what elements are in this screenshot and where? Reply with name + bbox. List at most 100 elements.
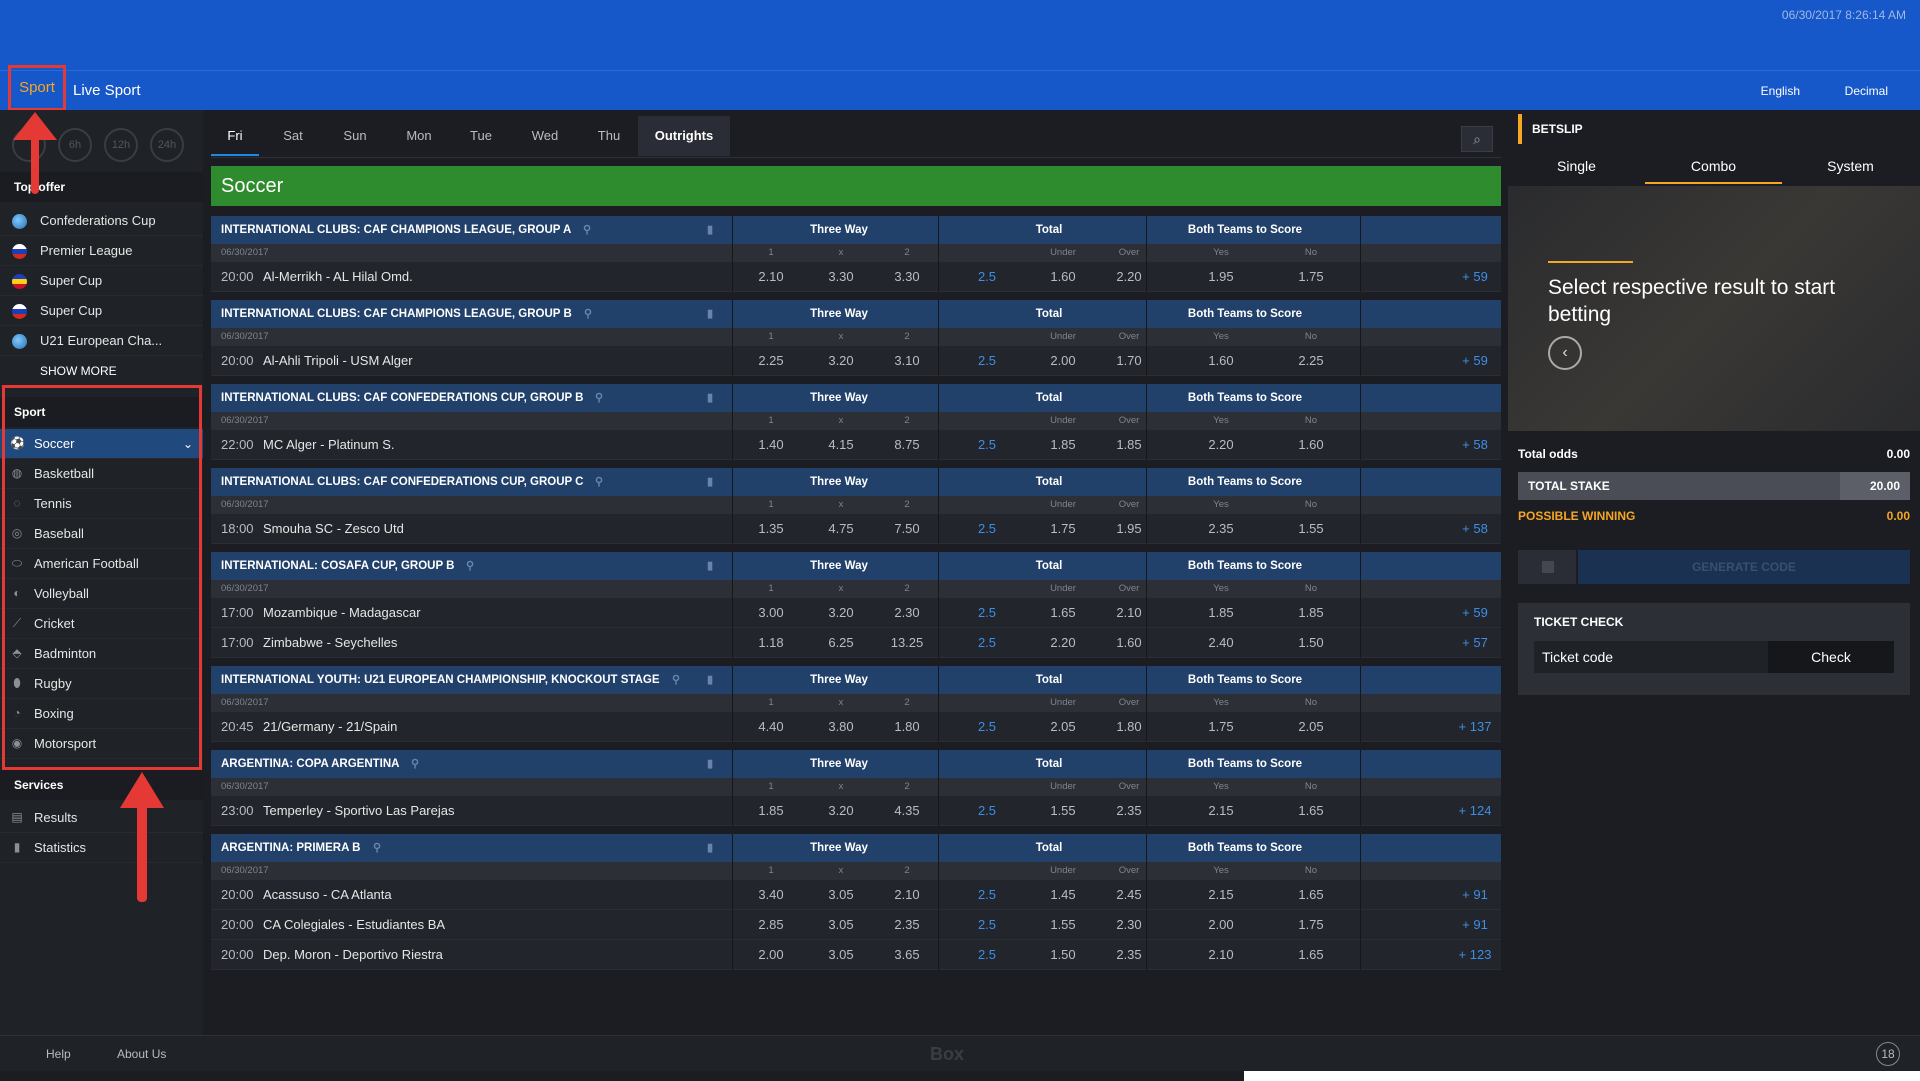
odd-button-no[interactable]: 2.25 [1298, 353, 1324, 368]
sidebar-item-statistics[interactable]: ▮ Statistics [0, 833, 203, 863]
tab-mon[interactable]: Mon [406, 128, 432, 143]
match-teams[interactable]: Dep. Moron - Deportivo Riestra [263, 947, 443, 962]
match-teams[interactable]: Al-Merrikh - AL Hilal Omd. [263, 269, 413, 284]
about-us-link[interactable]: About Us [117, 1047, 167, 1061]
match-teams[interactable]: Al-Ahli Tripoli - USM Alger [263, 353, 413, 368]
top-offer-item[interactable]: U21 European Cha... [0, 326, 203, 356]
statistics-icon[interactable]: ▮ [707, 560, 714, 572]
odd-button-yes[interactable]: 1.75 [1208, 719, 1234, 734]
pin-icon[interactable]: ⚲ [466, 560, 475, 572]
odd-button-yes[interactable]: 2.10 [1208, 947, 1234, 962]
tab-sat[interactable]: Sat [283, 128, 303, 143]
odd-button-over[interactable]: 2.30 [1116, 917, 1142, 932]
odd-button-over[interactable]: 2.10 [1116, 605, 1142, 620]
odd-button-over[interactable]: 2.20 [1116, 269, 1142, 284]
odd-button-o1[interactable]: 2.25 [758, 353, 784, 368]
match-row[interactable]: 20:45 21/Germany - 21/Spain 4.40 3.80 1.80 2.… [211, 712, 1501, 742]
total-stake-input[interactable]: 20.00 [1840, 472, 1910, 500]
odds-format-selector[interactable]: Decimal [1844, 84, 1888, 98]
pin-icon[interactable]: ⚲ [583, 224, 592, 236]
check-button[interactable]: Check [1768, 641, 1894, 673]
nav-tab-live-sport[interactable]: Live Sport [73, 82, 141, 99]
odd-button-no[interactable]: 1.65 [1298, 887, 1324, 902]
tab-combo[interactable]: Combo [1645, 148, 1782, 184]
match-row[interactable]: 22:00 MC Alger - Platinum S. 1.40 4.15 8.75 2… [211, 430, 1501, 460]
tab-single[interactable]: Single [1557, 158, 1596, 174]
tab-fri[interactable]: Fri [211, 116, 259, 156]
odd-button-o1[interactable]: 2.00 [758, 947, 784, 962]
pin-icon[interactable]: ⚲ [672, 674, 681, 686]
sidebar-item-results[interactable]: ▤ Results [0, 803, 203, 833]
match-teams[interactable]: Acassuso - CA Atlanta [263, 887, 392, 902]
odd-button-ox[interactable]: 6.25 [828, 635, 854, 650]
top-offer-item[interactable]: Super Cup [0, 296, 203, 326]
odd-button-o1[interactable]: 1.40 [758, 437, 784, 452]
odd-button-ox[interactable]: 3.20 [828, 803, 854, 818]
odd-button-ox[interactable]: 3.05 [828, 947, 854, 962]
sidebar-item-volleyball[interactable]: ◐ Volleyball [0, 579, 203, 609]
tab-system[interactable]: System [1827, 158, 1874, 174]
odd-button-yes[interactable]: 2.40 [1208, 635, 1234, 650]
match-teams[interactable]: CA Colegiales - Estudiantes BA [263, 917, 446, 932]
more-markets-link[interactable]: + 59 [1462, 353, 1488, 368]
pin-icon[interactable]: ⚲ [595, 476, 604, 488]
sidebar-item-soccer[interactable]: ⚽ Soccer ⌄ [0, 429, 203, 459]
search-button[interactable]: ⌕ [1461, 126, 1493, 152]
odd-button-o2[interactable]: 2.35 [894, 917, 920, 932]
odd-button-ox[interactable]: 3.80 [828, 719, 854, 734]
sidebar-item-motorsport[interactable]: ◉ Motorsport [0, 729, 203, 759]
odd-button-yes[interactable]: 2.15 [1208, 803, 1234, 818]
more-markets-link[interactable]: + 91 [1462, 917, 1488, 932]
odd-button-ox[interactable]: 3.20 [828, 353, 854, 368]
odd-button-over[interactable]: 1.80 [1116, 719, 1142, 734]
odd-button-ox[interactable]: 3.30 [828, 269, 854, 284]
odd-button-ox[interactable]: 4.75 [828, 521, 854, 536]
odd-button-line[interactable]: 2.5 [977, 437, 997, 452]
odd-button-under[interactable]: 1.55 [1050, 803, 1076, 818]
odd-button-over[interactable]: 1.85 [1116, 437, 1142, 452]
statistics-icon[interactable]: ▮ [707, 224, 714, 236]
odd-button-under[interactable]: 1.50 [1050, 947, 1076, 962]
tab-sun[interactable]: Sun [343, 128, 367, 143]
statistics-icon[interactable]: ▮ [707, 308, 714, 320]
match-teams[interactable]: Temperley - Sportivo Las Parejas [263, 803, 455, 818]
match-teams[interactable]: MC Alger - Platinum S. [263, 437, 395, 452]
statistics-icon[interactable]: ▮ [707, 476, 714, 488]
time-filter-24h[interactable]: 24h [150, 128, 184, 162]
pin-icon[interactable]: ⚲ [584, 308, 593, 320]
more-markets-link[interactable]: + 58 [1462, 437, 1488, 452]
sidebar-item-basketball[interactable]: ◍ Basketball [0, 459, 203, 489]
odd-button-ox[interactable]: 3.20 [828, 605, 854, 620]
time-filter-6h[interactable]: 6h [58, 128, 92, 162]
odd-button-line[interactable]: 2.5 [977, 269, 997, 284]
odd-button-o2[interactable]: 13.25 [890, 635, 924, 650]
more-markets-link[interactable]: + 137 [1458, 719, 1492, 734]
odd-button-under[interactable]: 1.85 [1050, 437, 1076, 452]
odd-button-o1[interactable]: 4.40 [758, 719, 784, 734]
odd-button-yes[interactable]: 2.15 [1208, 887, 1234, 902]
odd-button-yes[interactable]: 2.00 [1208, 917, 1234, 932]
odd-button-over[interactable]: 2.45 [1116, 887, 1142, 902]
odd-button-o2[interactable]: 2.10 [894, 887, 920, 902]
odd-button-no[interactable]: 1.55 [1298, 521, 1324, 536]
match-row[interactable]: 17:00 Mozambique - Madagascar 3.00 3.20 2.30… [211, 598, 1501, 628]
odd-button-no[interactable]: 1.60 [1298, 437, 1324, 452]
odd-button-no[interactable]: 2.05 [1298, 719, 1324, 734]
odd-button-under[interactable]: 2.20 [1050, 635, 1076, 650]
odd-button-line[interactable]: 2.5 [977, 605, 997, 620]
nav-tab-sport[interactable]: Sport [8, 65, 66, 111]
odd-button-no[interactable]: 1.65 [1298, 803, 1324, 818]
sidebar-item-boxing[interactable]: ◔ Boxing [0, 699, 203, 729]
odd-button-o1[interactable]: 2.85 [758, 917, 784, 932]
tab-wed[interactable]: Wed [531, 128, 559, 143]
match-row[interactable]: 18:00 Smouha SC - Zesco Utd 1.35 4.75 7.50 2.… [211, 514, 1501, 544]
odd-button-ox[interactable]: 3.05 [828, 917, 854, 932]
odd-button-under[interactable]: 2.00 [1050, 353, 1076, 368]
top-offer-item[interactable]: Premier League [0, 236, 203, 266]
odd-button-ox[interactable]: 4.15 [828, 437, 854, 452]
odd-button-o2[interactable]: 1.80 [894, 719, 920, 734]
pin-icon[interactable]: ⚲ [373, 842, 382, 854]
odd-button-line[interactable]: 2.5 [977, 947, 997, 962]
match-row[interactable]: 20:00 Dep. Moron - Deportivo Riestra 2.00 3… [211, 940, 1501, 970]
odd-button-over[interactable]: 2.35 [1116, 803, 1142, 818]
